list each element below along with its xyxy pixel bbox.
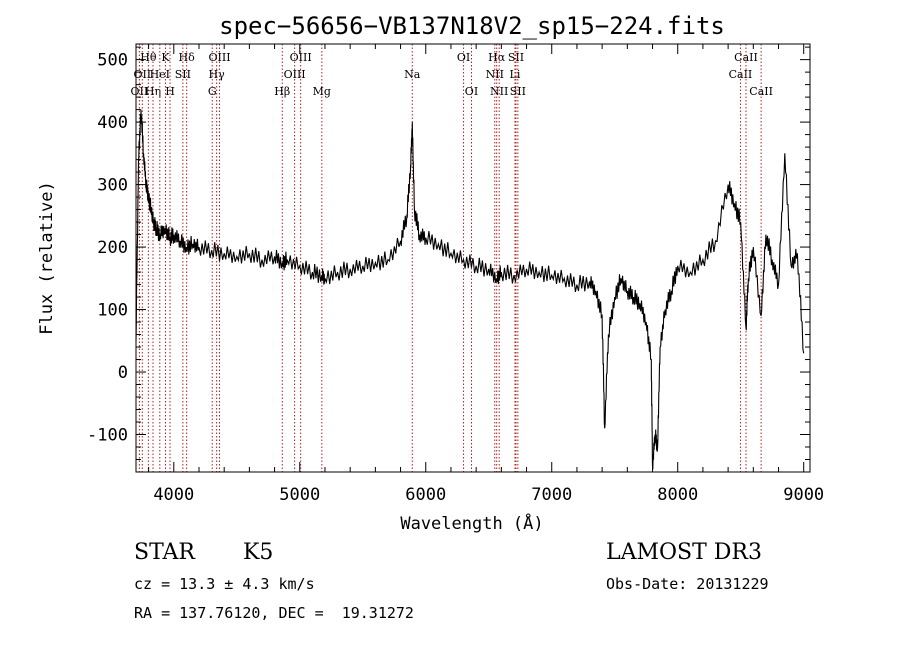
spectral-line-label: H — [165, 85, 175, 98]
y-tick-label: 200 — [97, 238, 128, 258]
spectral-line-label: SII — [175, 68, 191, 81]
plot-frame — [135, 43, 811, 473]
object-class: STAR — [134, 540, 195, 565]
obs-date-text: Obs-Date: 20131229 — [606, 575, 769, 593]
spectral-line-label: Na — [404, 68, 421, 81]
coordinates-text: RA = 137.76120, DEC = 19.31272 — [134, 604, 414, 622]
spectral-line-label: CaII — [734, 51, 758, 64]
x-tick-label: 9000 — [783, 485, 824, 505]
spectral-line-label: Hη — [145, 85, 161, 98]
x-tick-label: 7000 — [531, 485, 572, 505]
spectral-line-label: CaII — [729, 68, 753, 81]
y-tick-label: 500 — [97, 51, 128, 71]
spectral-line-label: SII — [508, 51, 524, 64]
y-axis-label: Flux (relative) — [37, 181, 57, 335]
spectrum-line — [135, 109, 805, 470]
spectral-line-label: G — [208, 85, 217, 98]
spectral-line-label: HeI — [150, 68, 170, 81]
x-tick-label: 4000 — [153, 485, 194, 505]
spectral-line-label: Hα — [488, 51, 506, 64]
series-layer — [135, 109, 805, 470]
spectral-line-label: SII — [510, 85, 526, 98]
redshift-text: cz = 13.3 ± 4.3 km/s — [134, 575, 315, 593]
spectral-line-label: Hθ — [140, 51, 157, 64]
y-tick-label: 0 — [118, 363, 128, 383]
spectral-line-label: Hγ — [209, 68, 226, 81]
spectral-line-label: OII — [133, 68, 151, 81]
spectral-lines-layer: OIIOIIHθHηHeIKHSIIHδGHγOIIIHβOIIIOIIIMgN… — [131, 44, 773, 472]
subclass: K5 — [243, 540, 274, 565]
spectral-line-label: Mg — [313, 85, 331, 98]
spectral-line-label: Hβ — [274, 85, 290, 98]
spectral-line-label: NII — [486, 68, 504, 81]
spectral-line-label: OIII — [208, 51, 230, 64]
axis-ticks-layer: 4000 5000 6000 7000 8000 9000 -100 0 100 200 300 40… — [87, 44, 824, 505]
x-tick-label: 8000 — [657, 485, 698, 505]
survey-name: LAMOST DR3 — [606, 540, 762, 565]
y-tick-label: 400 — [97, 113, 128, 133]
spectral-line-label: OIII — [284, 68, 306, 81]
x-axis-label: Wavelength (Å) — [400, 512, 543, 534]
spectral-line-label: OI — [457, 51, 470, 64]
spectral-line-label: OII — [131, 85, 149, 98]
spectral-line-label: NII — [490, 85, 508, 98]
spectral-line-label: K — [161, 51, 170, 64]
y-tick-label: 300 — [97, 176, 128, 196]
x-tick-label: 6000 — [405, 485, 446, 505]
spectral-line-label: Hδ — [179, 51, 196, 64]
spectral-line-label: OI — [465, 85, 478, 98]
x-tick-label: 5000 — [279, 485, 320, 505]
chart-title: spec−56656−VB137N18V2_sp15−224.fits — [219, 12, 725, 40]
spectral-line-label: OIII — [290, 51, 312, 64]
spectral-line-label: Li — [510, 68, 521, 81]
y-tick-label: -100 — [87, 426, 128, 446]
y-tick-label: 100 — [97, 301, 128, 321]
spectral-line-label: CaII — [749, 85, 773, 98]
